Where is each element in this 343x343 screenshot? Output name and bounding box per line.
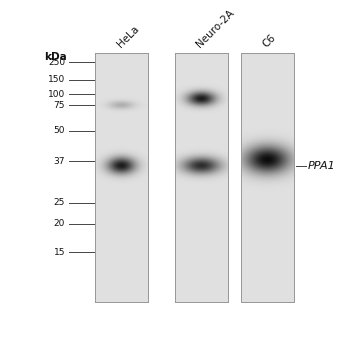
Text: 250: 250 bbox=[48, 58, 65, 67]
Text: C6: C6 bbox=[260, 33, 277, 49]
Text: 20: 20 bbox=[54, 219, 65, 228]
Bar bbox=[241, 53, 294, 302]
Text: kDa: kDa bbox=[45, 52, 67, 62]
Text: 100: 100 bbox=[48, 90, 65, 99]
Text: 150: 150 bbox=[48, 75, 65, 84]
Text: HeLa: HeLa bbox=[115, 24, 141, 49]
Bar bbox=[175, 53, 228, 302]
Bar bbox=[95, 53, 149, 302]
Text: 75: 75 bbox=[54, 101, 65, 110]
Text: 50: 50 bbox=[54, 127, 65, 135]
Text: Neuro-2A: Neuro-2A bbox=[194, 8, 236, 49]
Text: 37: 37 bbox=[54, 157, 65, 166]
Text: 15: 15 bbox=[54, 248, 65, 257]
Bar bbox=[175, 53, 228, 302]
Bar bbox=[95, 53, 149, 302]
Text: 25: 25 bbox=[54, 198, 65, 207]
Text: PPA1: PPA1 bbox=[307, 161, 335, 171]
Bar bbox=[241, 53, 294, 302]
